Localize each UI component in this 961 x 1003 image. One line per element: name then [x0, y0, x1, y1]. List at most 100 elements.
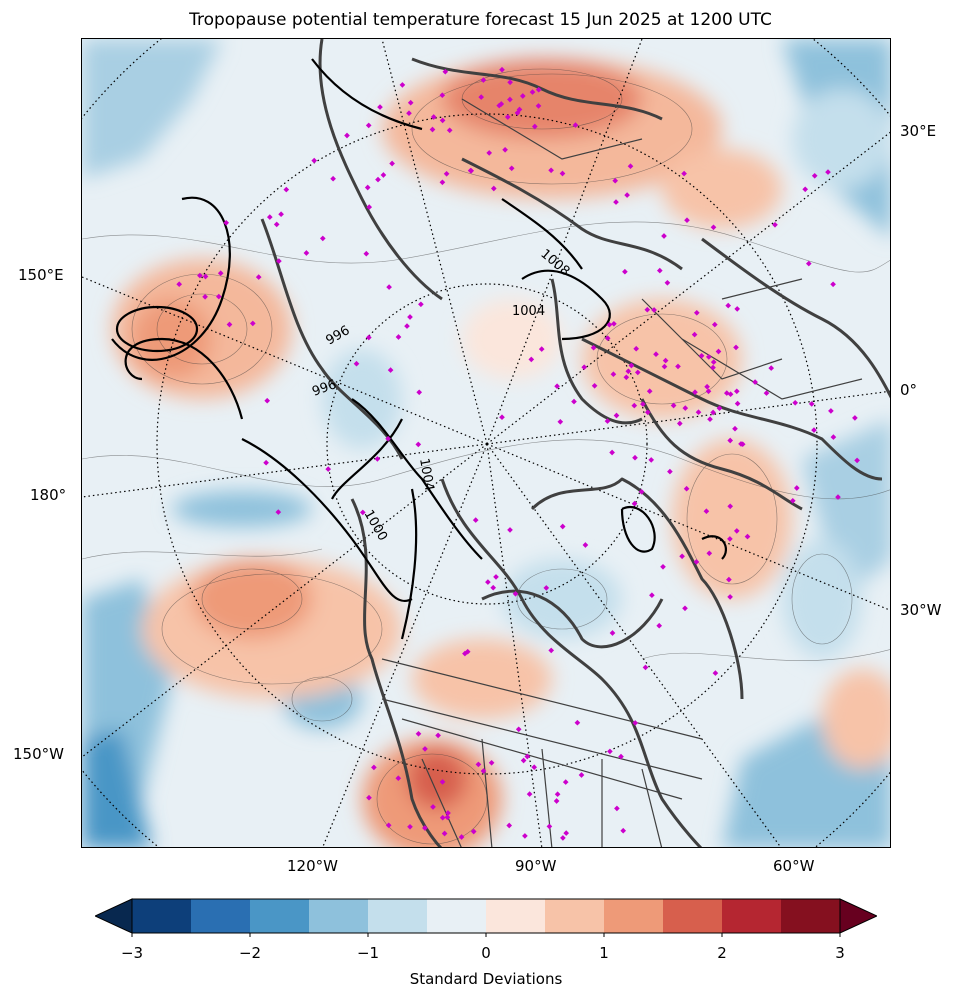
station-marker [493, 574, 499, 580]
station-marker [446, 127, 453, 134]
station-marker [365, 334, 372, 341]
station-marker [613, 199, 619, 205]
station-marker [830, 281, 836, 288]
station-marker [711, 321, 718, 328]
station-marker [704, 383, 710, 390]
station-markers [176, 66, 860, 841]
lon-label-180: 180° [30, 486, 67, 504]
station-marker [490, 185, 497, 192]
station-marker [715, 348, 722, 355]
lon-label-150e: 150°E [18, 266, 64, 284]
station-marker [278, 211, 284, 218]
colorbar-cell [663, 899, 723, 933]
station-marker [512, 590, 519, 597]
station-marker [681, 170, 687, 177]
station-marker [628, 362, 635, 369]
station-marker [442, 68, 449, 75]
station-marker [197, 272, 203, 279]
station-marker [693, 559, 700, 565]
station-marker [522, 833, 528, 839]
station-marker [538, 346, 545, 352]
station-marker [632, 720, 639, 726]
station-marker [407, 823, 413, 830]
station-marker [344, 132, 350, 139]
station-marker [631, 500, 638, 507]
station-marker [553, 798, 560, 804]
station-marker [276, 258, 282, 264]
colorbar-cell [781, 899, 841, 933]
station-marker [618, 753, 624, 760]
station-marker [406, 110, 412, 117]
station-marker [682, 605, 688, 612]
coastlines [260, 39, 890, 847]
station-marker [507, 527, 513, 533]
station-marker [805, 260, 812, 267]
colorbar-tick-label: 3 [835, 944, 845, 962]
station-marker [716, 405, 723, 412]
station-marker [559, 523, 566, 530]
colorbar-tick-label: −1 [356, 944, 380, 962]
station-marker [693, 309, 700, 316]
station-marker [644, 409, 651, 416]
lon-label-150w: 150°W [13, 745, 64, 763]
station-marker [202, 273, 209, 280]
station-marker [811, 172, 818, 179]
station-marker [835, 494, 841, 500]
station-marker [387, 367, 394, 373]
station-marker [508, 165, 515, 172]
station-marker [581, 364, 588, 371]
station-marker [733, 344, 739, 351]
station-marker [385, 435, 391, 442]
station-marker [472, 517, 479, 523]
station-marker [490, 584, 497, 591]
lon-label-60w: 60°W [773, 857, 815, 875]
station-marker [407, 314, 413, 320]
station-marker [609, 449, 615, 456]
anomaly-contours [82, 68, 890, 845]
station-marker [266, 214, 273, 220]
station-marker [520, 757, 527, 764]
station-marker [439, 779, 446, 785]
lon-label-90w: 90°W [515, 857, 557, 875]
station-marker [675, 363, 681, 370]
station-marker [554, 383, 560, 390]
station-marker [692, 389, 698, 396]
station-marker [768, 365, 775, 371]
station-marker [632, 454, 638, 461]
station-marker [572, 122, 579, 128]
station-marker [439, 814, 446, 821]
station-marker [604, 335, 611, 342]
station-marker [633, 345, 640, 352]
station-marker [582, 542, 589, 548]
map-canvas: 1008 1004 996 996 1004 1000 [82, 39, 890, 847]
station-marker [422, 746, 428, 752]
station-marker [651, 307, 657, 313]
station-marker [377, 104, 383, 110]
station-marker [710, 364, 716, 371]
station-marker [792, 399, 799, 406]
station-marker [439, 117, 446, 124]
station-marker [664, 279, 671, 286]
station-marker [475, 761, 482, 768]
station-marker [622, 268, 628, 275]
station-marker [653, 351, 659, 358]
station-marker [557, 418, 564, 425]
station-marker [223, 219, 230, 226]
station-marker [852, 415, 858, 421]
colorbar-cell [604, 899, 664, 933]
colorbar-cell [309, 899, 369, 933]
colorbar-tick-label: 1 [599, 944, 609, 962]
station-marker [739, 441, 746, 448]
station-marker [563, 830, 570, 836]
station-marker [811, 427, 817, 433]
station-marker [415, 730, 422, 737]
station-marker [506, 822, 513, 829]
lon-label-30e: 30°E [900, 122, 937, 140]
station-marker [380, 172, 387, 178]
station-marker [275, 509, 282, 515]
station-marker [660, 563, 666, 570]
isobar-label: 1004 [416, 457, 437, 492]
station-marker [389, 160, 395, 167]
station-marker [634, 369, 641, 376]
station-marker [439, 179, 446, 186]
